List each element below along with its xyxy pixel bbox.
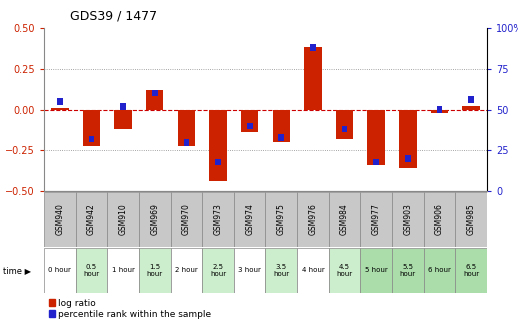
Text: 1 hour: 1 hour [112, 267, 135, 273]
Text: GSM973: GSM973 [213, 203, 223, 235]
Bar [272, 110, 290, 142]
Bar [310, 44, 316, 51]
Bar [139, 248, 170, 293]
Bar [152, 90, 157, 96]
Text: GSM970: GSM970 [182, 203, 191, 235]
Bar [44, 192, 76, 247]
Bar [202, 248, 234, 293]
Bar [107, 248, 139, 293]
Bar [342, 126, 348, 132]
Text: GSM910: GSM910 [119, 203, 127, 235]
Bar [297, 248, 329, 293]
Bar [336, 110, 353, 139]
Bar [361, 192, 392, 247]
Bar [241, 110, 258, 132]
Bar [170, 248, 202, 293]
Bar [146, 90, 164, 110]
Text: GDS39 / 1477: GDS39 / 1477 [70, 9, 157, 23]
Text: GSM940: GSM940 [55, 203, 64, 235]
Text: GSM985: GSM985 [467, 203, 476, 235]
Text: 6 hour: 6 hour [428, 267, 451, 273]
Text: 3.5
hour: 3.5 hour [273, 264, 290, 277]
Text: 4.5
hour: 4.5 hour [337, 264, 353, 277]
Text: 4 hour: 4 hour [301, 267, 324, 273]
Bar [455, 248, 487, 293]
Bar [329, 192, 361, 247]
Bar [76, 192, 107, 247]
Bar [437, 106, 442, 113]
Bar [455, 192, 487, 247]
Text: GSM942: GSM942 [87, 203, 96, 235]
Text: GSM976: GSM976 [308, 203, 318, 235]
Text: 6.5
hour: 6.5 hour [463, 264, 479, 277]
Bar [202, 192, 234, 247]
Bar [57, 98, 63, 105]
Bar [361, 248, 392, 293]
Text: GSM984: GSM984 [340, 203, 349, 235]
Text: 3 hour: 3 hour [238, 267, 261, 273]
Text: 2 hour: 2 hour [175, 267, 198, 273]
Text: 2.5
hour: 2.5 hour [210, 264, 226, 277]
Legend: log ratio, percentile rank within the sample: log ratio, percentile rank within the sa… [49, 299, 211, 318]
Bar [367, 110, 385, 165]
Text: 5 hour: 5 hour [365, 267, 387, 273]
Text: GSM977: GSM977 [372, 203, 381, 235]
Text: GSM969: GSM969 [150, 203, 159, 235]
Bar [392, 248, 424, 293]
Bar [107, 192, 139, 247]
Bar [468, 96, 474, 103]
Bar [392, 192, 424, 247]
Bar [83, 110, 100, 146]
Bar [297, 192, 329, 247]
Bar [424, 248, 455, 293]
Bar [114, 110, 132, 129]
Bar [209, 110, 227, 181]
Text: time ▶: time ▶ [3, 266, 31, 275]
Bar [329, 248, 361, 293]
Bar [139, 192, 170, 247]
Bar [431, 110, 448, 113]
Bar [424, 192, 455, 247]
Bar [405, 155, 411, 162]
Text: 5.5
hour: 5.5 hour [400, 264, 416, 277]
Bar [463, 106, 480, 110]
Bar [178, 110, 195, 146]
Bar [234, 248, 265, 293]
Bar [183, 139, 189, 146]
Text: 0 hour: 0 hour [48, 267, 71, 273]
Bar [399, 110, 416, 168]
Bar [44, 248, 76, 293]
Text: GSM903: GSM903 [404, 203, 412, 235]
Text: GSM975: GSM975 [277, 203, 286, 235]
Text: GSM906: GSM906 [435, 203, 444, 235]
Bar [234, 192, 265, 247]
Text: 0.5
hour: 0.5 hour [83, 264, 99, 277]
Bar [170, 192, 202, 247]
Bar [120, 103, 126, 110]
Text: GSM974: GSM974 [245, 203, 254, 235]
Bar [76, 248, 107, 293]
Bar [215, 159, 221, 165]
Bar [266, 192, 297, 247]
Bar [279, 134, 284, 141]
Bar [51, 108, 68, 110]
Text: 1.5
hour: 1.5 hour [147, 264, 163, 277]
Bar [247, 123, 252, 129]
Bar [373, 159, 379, 165]
Bar [266, 248, 297, 293]
Bar [89, 136, 94, 142]
Bar [304, 47, 322, 110]
